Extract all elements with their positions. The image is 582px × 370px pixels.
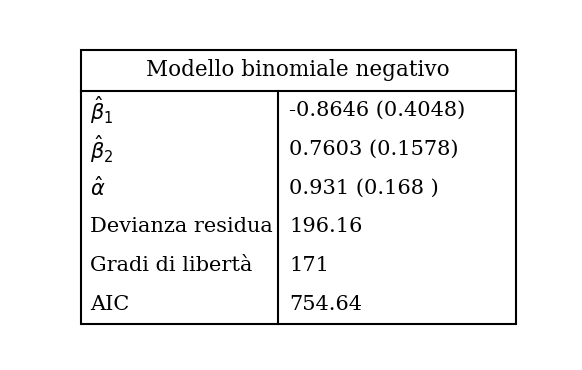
Text: 0.931 (0.168 ): 0.931 (0.168 ) bbox=[289, 179, 439, 198]
Text: -0.8646 (0.4048): -0.8646 (0.4048) bbox=[289, 101, 466, 120]
Text: 196.16: 196.16 bbox=[289, 218, 363, 236]
Text: $\hat{\alpha}$: $\hat{\alpha}$ bbox=[90, 176, 105, 200]
Text: $\hat{\beta}_1$: $\hat{\beta}_1$ bbox=[90, 94, 113, 126]
Text: Devianza residua: Devianza residua bbox=[90, 218, 272, 236]
Text: 754.64: 754.64 bbox=[289, 295, 362, 314]
Text: Modello binomiale negativo: Modello binomiale negativo bbox=[147, 59, 450, 81]
Text: Gradi di libertà: Gradi di libertà bbox=[90, 256, 252, 275]
Text: AIC: AIC bbox=[90, 295, 129, 314]
Text: $\hat{\beta}_2$: $\hat{\beta}_2$ bbox=[90, 133, 113, 165]
Text: 0.7603 (0.1578): 0.7603 (0.1578) bbox=[289, 139, 459, 159]
FancyBboxPatch shape bbox=[81, 50, 516, 324]
Text: 171: 171 bbox=[289, 256, 329, 275]
